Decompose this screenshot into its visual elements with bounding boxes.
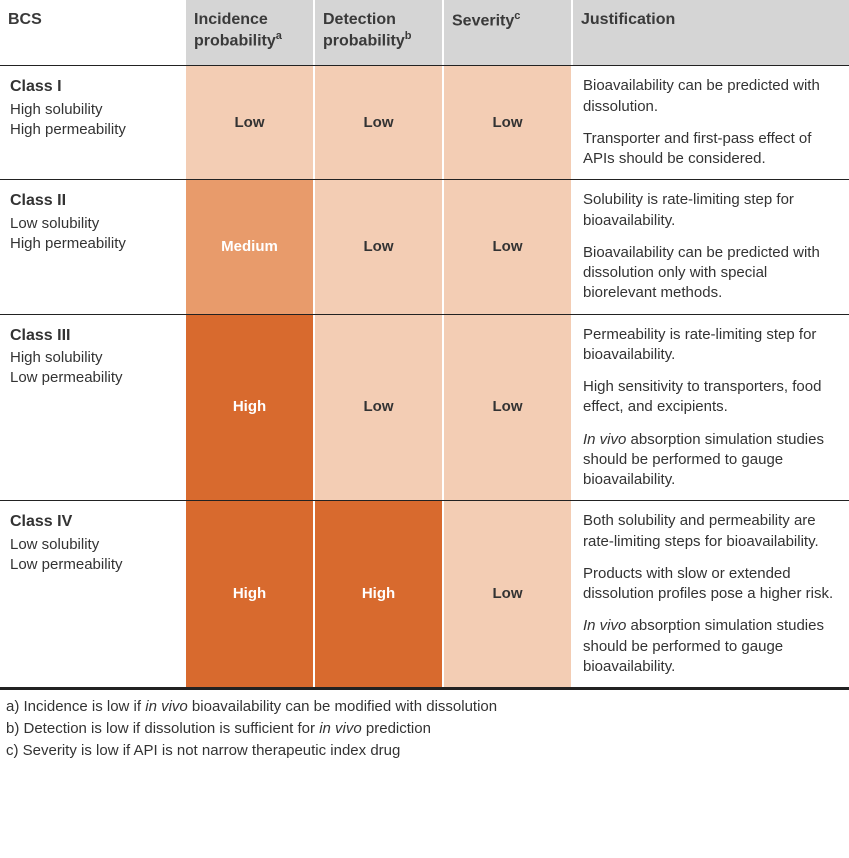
bcs-cell: Class IHigh solubilityHigh permeability — [0, 66, 184, 179]
table-header-row: BCS Incidence probabilitya Detection pro… — [0, 0, 849, 66]
bcs-permeability: High permeability — [10, 120, 174, 140]
incidence-cell: High — [184, 315, 313, 501]
detection-cell: Low — [313, 315, 442, 501]
detection-cell: Low — [313, 180, 442, 313]
justification-cell: Bioavailability can be predicted with di… — [571, 66, 849, 179]
detection-cell: Low — [313, 66, 442, 179]
severity-cell: Low — [442, 180, 571, 313]
severity-cell: Low — [442, 501, 571, 687]
bcs-cell: Class IIIHigh solubilityLow permeability — [0, 315, 184, 501]
bcs-solubility: High solubility — [10, 348, 174, 368]
bcs-cell: Class IILow solubilityHigh permeability — [0, 180, 184, 313]
bcs-permeability: Low permeability — [10, 555, 174, 575]
justification-cell: Permeability is rate-limiting step for b… — [571, 315, 849, 501]
header-bcs: BCS — [0, 0, 184, 65]
footnote-c: c) Severity is low if API is not narrow … — [6, 740, 843, 762]
bcs-cell: Class IVLow solubilityLow permeability — [0, 501, 184, 687]
bcs-class-title: Class I — [10, 76, 174, 98]
header-justification: Justification — [571, 0, 849, 65]
bcs-class-title: Class III — [10, 325, 174, 347]
table-row: Class IILow solubilityHigh permeabilityM… — [0, 180, 849, 314]
header-incidence: Incidence probabilitya — [184, 0, 313, 65]
table-row: Class IVLow solubilityLow permeabilityHi… — [0, 501, 849, 688]
bcs-solubility: Low solubility — [10, 535, 174, 555]
table-row: Class IIIHigh solubilityLow permeability… — [0, 315, 849, 502]
bcs-class-title: Class II — [10, 190, 174, 212]
header-severity: Severityc — [442, 0, 571, 65]
severity-cell: Low — [442, 66, 571, 179]
bcs-class-title: Class IV — [10, 511, 174, 533]
detection-cell: High — [313, 501, 442, 687]
bcs-risk-table: BCS Incidence probabilitya Detection pro… — [0, 0, 849, 688]
incidence-cell: Medium — [184, 180, 313, 313]
incidence-cell: High — [184, 501, 313, 687]
bcs-permeability: High permeability — [10, 234, 174, 254]
footnote-a: a) Incidence is low if in vivo bioavaila… — [6, 696, 843, 718]
justification-cell: Solubility is rate-limiting step for bio… — [571, 180, 849, 313]
severity-cell: Low — [442, 315, 571, 501]
footnotes: a) Incidence is low if in vivo bioavaila… — [0, 688, 849, 761]
bcs-solubility: Low solubility — [10, 214, 174, 234]
incidence-cell: Low — [184, 66, 313, 179]
header-detection: Detection probabilityb — [313, 0, 442, 65]
bcs-solubility: High solubility — [10, 100, 174, 120]
footnote-b: b) Detection is low if dissolution is su… — [6, 718, 843, 740]
table-row: Class IHigh solubilityHigh permeabilityL… — [0, 66, 849, 180]
justification-cell: Both solubility and permeability are rat… — [571, 501, 849, 687]
bcs-permeability: Low permeability — [10, 368, 174, 388]
